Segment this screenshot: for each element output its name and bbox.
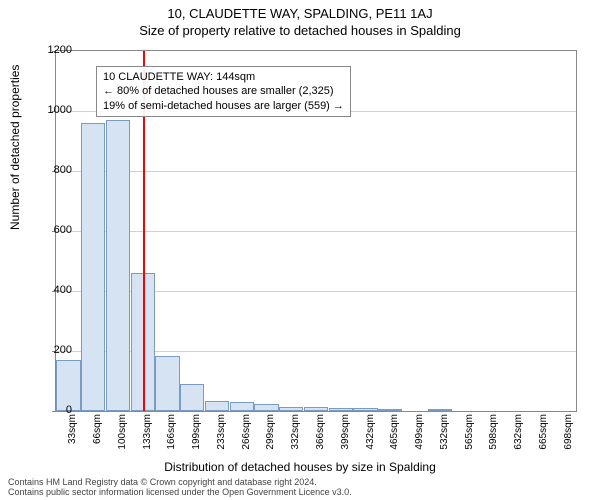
xtick-label: 565sqm: [464, 414, 475, 454]
xtick-label: 299sqm: [265, 414, 276, 454]
page-title: 10, CLAUDETTE WAY, SPALDING, PE11 1AJ: [0, 0, 600, 21]
footer-attribution: Contains HM Land Registry data © Crown c…: [8, 478, 352, 498]
histogram-bar: [378, 409, 402, 411]
histogram-bar: [279, 407, 303, 412]
histogram-bar: [106, 120, 130, 411]
xtick-label: 665sqm: [538, 414, 549, 454]
xtick-label: 199sqm: [191, 414, 202, 454]
chart-plot-area: 10 CLAUDETTE WAY: 144sqm ← 80% of detach…: [55, 50, 577, 412]
xtick-label: 66sqm: [92, 414, 103, 454]
histogram-bar: [81, 123, 105, 411]
ytick-label: 600: [32, 224, 72, 236]
xtick-label: 532sqm: [439, 414, 450, 454]
y-axis-label: Number of detached properties: [8, 65, 22, 230]
ytick-label: 400: [32, 284, 72, 296]
annotation-box: 10 CLAUDETTE WAY: 144sqm ← 80% of detach…: [96, 66, 351, 117]
xtick-label: 632sqm: [513, 414, 524, 454]
xtick-label: 366sqm: [315, 414, 326, 454]
xtick-label: 698sqm: [563, 414, 574, 454]
x-axis-label: Distribution of detached houses by size …: [0, 460, 600, 474]
xtick-label: 465sqm: [389, 414, 400, 454]
ytick-label: 1000: [32, 104, 72, 116]
histogram-bar: [230, 402, 254, 411]
xtick-label: 499sqm: [414, 414, 425, 454]
xtick-label: 166sqm: [166, 414, 177, 454]
xtick-label: 432sqm: [365, 414, 376, 454]
histogram-bar: [304, 407, 328, 411]
histogram-bar: [254, 404, 278, 412]
xtick-label: 332sqm: [290, 414, 301, 454]
histogram-bar: [428, 409, 452, 411]
xtick-label: 399sqm: [340, 414, 351, 454]
annotation-line-3: 19% of semi-detached houses are larger (…: [103, 99, 344, 113]
histogram-bar: [155, 356, 179, 412]
annotation-line-1: 10 CLAUDETTE WAY: 144sqm: [103, 70, 344, 84]
xtick-label: 100sqm: [117, 414, 128, 454]
ytick-label: 800: [32, 164, 72, 176]
xtick-label: 233sqm: [216, 414, 227, 454]
ytick-label: 0: [32, 404, 72, 416]
ytick-label: 200: [32, 344, 72, 356]
footer-line-2: Contains public sector information licen…: [8, 488, 352, 498]
chart-subtitle: Size of property relative to detached ho…: [0, 21, 600, 38]
histogram-bar: [205, 401, 229, 412]
histogram-bar: [180, 384, 204, 411]
histogram-bar: [329, 408, 353, 411]
xtick-label: 266sqm: [241, 414, 252, 454]
xtick-label: 133sqm: [142, 414, 153, 454]
xtick-label: 33sqm: [67, 414, 78, 454]
annotation-line-2: ← 80% of detached houses are smaller (2,…: [103, 84, 344, 98]
xtick-label: 598sqm: [488, 414, 499, 454]
histogram-bar: [353, 408, 377, 411]
ytick-label: 1200: [32, 44, 72, 56]
